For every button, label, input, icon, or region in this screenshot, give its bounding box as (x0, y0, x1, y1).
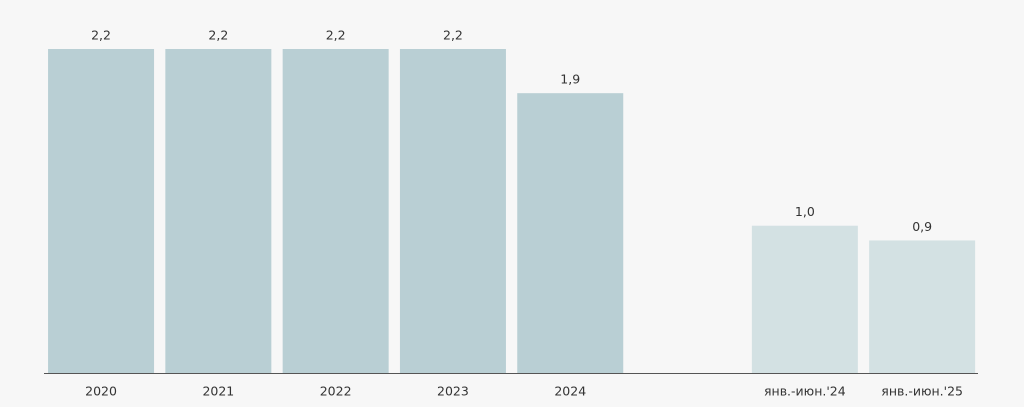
value-label: 1,0 (795, 204, 815, 219)
x-tick-label: 2021 (202, 384, 234, 399)
value-label: 2,2 (326, 28, 346, 43)
value-label: 2,2 (443, 28, 463, 43)
value-label: 2,2 (91, 28, 111, 43)
value-label: 1,9 (560, 72, 580, 87)
x-tick-label: 2022 (320, 384, 352, 399)
bar (517, 93, 624, 373)
bar (282, 49, 389, 373)
value-label: 2,2 (208, 28, 228, 43)
bar (869, 240, 976, 373)
bar (48, 49, 155, 373)
bar (751, 225, 858, 373)
x-tick-label: 2023 (437, 384, 469, 399)
x-tick-label: 2024 (554, 384, 586, 399)
value-label: 0,9 (912, 219, 932, 234)
x-tick-label: 2020 (85, 384, 117, 399)
x-tick-label: янв.-июн.'24 (764, 384, 846, 399)
bar (399, 49, 506, 373)
x-tick-label: янв.-июн.'25 (881, 384, 963, 399)
bar (165, 49, 272, 373)
